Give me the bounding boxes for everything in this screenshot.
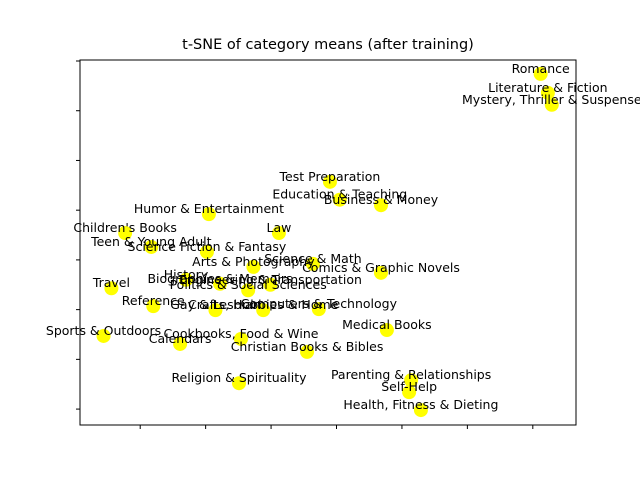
point xyxy=(374,265,389,280)
point-label: Religion & Spirituality xyxy=(171,370,307,385)
point xyxy=(246,259,261,274)
point-label: Humor & Entertainment xyxy=(134,201,284,216)
point-label: Arts & Photography xyxy=(192,254,315,269)
point-label: Medical Books xyxy=(342,317,431,332)
point-label: Politics & Social Sciences xyxy=(170,277,327,292)
point xyxy=(263,277,278,292)
point xyxy=(179,272,194,287)
point-label: Reference xyxy=(122,293,185,308)
point xyxy=(544,97,559,112)
point xyxy=(413,403,428,418)
point xyxy=(332,192,347,207)
point-label: Law xyxy=(266,220,291,235)
point xyxy=(256,303,271,318)
point-label: Parenting & Relationships xyxy=(331,367,491,382)
point-label: Business & Money xyxy=(324,192,439,207)
point-label: Self-Help xyxy=(381,379,437,394)
point xyxy=(201,207,216,222)
chart-title: t-SNE of category means (after training) xyxy=(182,37,474,53)
point-label: Comics & Graphic Novels xyxy=(302,260,460,275)
point xyxy=(540,85,555,100)
point-label: Biographies & Memoirs xyxy=(147,271,292,286)
point-label: Children's Books xyxy=(73,220,177,235)
point xyxy=(374,198,389,213)
point xyxy=(241,283,256,298)
point xyxy=(232,376,247,391)
point xyxy=(271,226,286,241)
point xyxy=(213,276,228,291)
point-label: Cookbooks, Food & Wine xyxy=(163,326,318,341)
point-label: Test Preparation xyxy=(279,169,381,184)
point-label: Christian Books & Bibles xyxy=(231,339,384,354)
point-label: Science & Math xyxy=(264,251,361,266)
point xyxy=(146,299,161,314)
point xyxy=(208,303,223,318)
point-label: Health, Fitness & Dieting xyxy=(343,397,498,412)
point xyxy=(233,331,248,346)
point xyxy=(404,373,419,388)
point-label: Mystery, Thriller & Suspense xyxy=(462,92,640,107)
point xyxy=(305,256,320,271)
point xyxy=(199,244,214,259)
point-label: Gay & Lesbian xyxy=(170,297,260,312)
point xyxy=(144,239,159,254)
point-label: Crafts, Hobbies & Home xyxy=(188,297,339,312)
point xyxy=(96,328,111,343)
point-label: Science Fiction & Fantasy xyxy=(128,239,287,254)
point-label: Sports & Outdoors xyxy=(46,323,161,338)
point-label: Romance xyxy=(512,61,570,76)
point xyxy=(118,226,133,241)
point-label: Calendars xyxy=(149,331,212,346)
point xyxy=(402,385,417,400)
point xyxy=(322,174,337,189)
point-label: Engineering & Transportation xyxy=(179,272,362,287)
point xyxy=(379,323,394,338)
point xyxy=(173,336,188,351)
point xyxy=(300,344,315,359)
point xyxy=(104,281,119,296)
point xyxy=(311,302,326,317)
point-label: Literature & Fiction xyxy=(488,80,607,95)
point-label: Travel xyxy=(92,275,130,290)
point-label: Education & Teaching xyxy=(272,187,407,202)
plot-frame xyxy=(79,59,577,426)
point-label: Computers & Technology xyxy=(241,296,398,311)
point xyxy=(533,66,548,81)
point-label: Teen & Young Adult xyxy=(90,234,212,249)
point-label: History xyxy=(164,267,209,282)
